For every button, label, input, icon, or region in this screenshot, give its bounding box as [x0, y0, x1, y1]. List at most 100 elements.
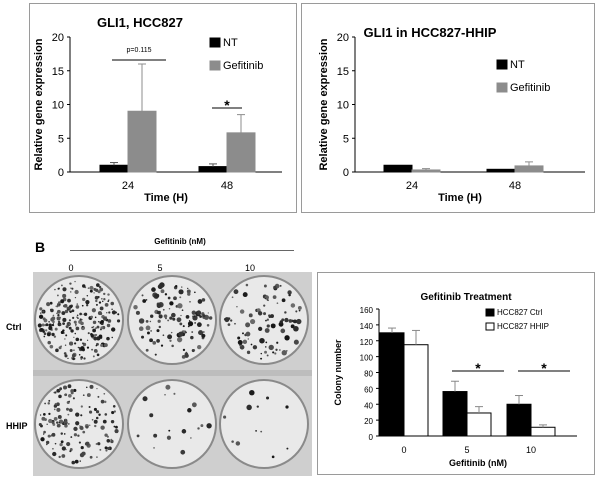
- colony-dot: [105, 316, 107, 318]
- colony-dot: [162, 308, 165, 311]
- y-tick-label: 60: [364, 385, 373, 394]
- y-tick-label: 0: [343, 167, 349, 179]
- colony-dot: [208, 316, 213, 320]
- colony-dot: [185, 331, 187, 334]
- x-tick-label: 0: [401, 445, 406, 455]
- colony-dot: [263, 312, 267, 316]
- colony-dot: [65, 325, 69, 329]
- colony-dot: [48, 399, 51, 402]
- colony-dot: [230, 319, 233, 322]
- y-tick-label: 0: [369, 433, 374, 442]
- colony-dot: [245, 322, 251, 328]
- legend-label: NT: [510, 59, 525, 71]
- colony-dot: [43, 332, 47, 336]
- legend-swatch: [496, 59, 508, 70]
- colony-dot: [89, 285, 94, 291]
- colony-dot: [156, 303, 162, 309]
- bar: [198, 166, 228, 173]
- colony-dot: [93, 292, 95, 294]
- colony-dot: [281, 350, 287, 356]
- colony-dot: [49, 301, 53, 305]
- colony-dot: [38, 422, 42, 427]
- colony-dot: [111, 310, 117, 315]
- colony-dot: [97, 290, 101, 294]
- colony-dot: [67, 384, 72, 389]
- colony-dot: [115, 311, 118, 314]
- colony-dot: [56, 402, 60, 407]
- colony-dot: [169, 339, 172, 342]
- colony-dot: [41, 323, 45, 327]
- colony-dot: [61, 311, 66, 315]
- colony-dot: [237, 336, 241, 340]
- chart-title: GLI1, HCC827: [97, 15, 183, 30]
- colony-dot: [100, 343, 104, 347]
- colony-dot: [190, 437, 192, 439]
- colony-dot: [275, 348, 278, 351]
- colony-dot: [113, 410, 116, 413]
- colony-dot: [190, 335, 194, 340]
- colony-dot: [154, 353, 157, 356]
- y-tick-label: 5: [343, 133, 349, 145]
- colony-dot: [153, 433, 158, 438]
- x-axis-label: Time (H): [144, 192, 188, 204]
- colony-dot: [158, 314, 163, 319]
- colony-dot: [90, 315, 93, 319]
- colony-dot: [86, 386, 88, 389]
- colony-dot: [102, 419, 107, 424]
- colony-dot: [185, 351, 188, 354]
- colony-dot: [74, 459, 79, 464]
- colony-dot: [138, 326, 144, 332]
- colony-dot: [178, 289, 184, 295]
- legend-label: NT: [223, 37, 238, 49]
- colony-dot: [69, 341, 74, 346]
- y-axis-label: Relative gene expression: [318, 38, 330, 170]
- legend-swatch: [485, 308, 495, 317]
- colony-dot: [287, 290, 292, 295]
- colony-dot: [52, 451, 57, 457]
- colony-dot: [45, 443, 48, 446]
- colony-dot: [264, 297, 267, 300]
- colony-dot: [51, 421, 55, 425]
- colony-dot: [270, 314, 274, 319]
- colony-dot: [99, 287, 104, 292]
- colony-dot: [94, 424, 97, 428]
- colony-dot: [41, 416, 46, 421]
- colony-dot: [100, 326, 103, 329]
- colony-dot: [138, 318, 145, 324]
- colony-dot: [104, 303, 109, 307]
- colony-dot: [91, 326, 94, 329]
- colony-dot: [249, 318, 256, 325]
- bar: [530, 426, 556, 437]
- colony-dot: [141, 294, 144, 297]
- colony-dot: [255, 429, 257, 432]
- colony-dot: [231, 296, 234, 299]
- colony-dot: [92, 355, 95, 358]
- colony-dot: [288, 293, 291, 297]
- colony-dot: [89, 455, 93, 459]
- colony-dot: [95, 299, 98, 303]
- colony-dot: [111, 327, 116, 332]
- colony-dot: [48, 321, 50, 323]
- colony-dot: [264, 350, 267, 354]
- colony-dot: [278, 349, 281, 351]
- bar: [379, 332, 405, 437]
- colony-dot: [42, 413, 46, 416]
- colony-dot: [181, 309, 184, 312]
- colony-dot: [153, 447, 155, 449]
- colony-dot: [150, 330, 152, 332]
- colony-dot: [74, 342, 77, 345]
- x-tick-label: 24: [122, 180, 134, 192]
- colony-dot: [235, 441, 241, 446]
- plate-well: [34, 275, 124, 365]
- colony-dot: [266, 318, 269, 321]
- colony-dot: [107, 293, 110, 296]
- colony-dot: [176, 317, 182, 323]
- colony-dot: [80, 321, 84, 326]
- colony-dot: [48, 326, 53, 331]
- colony-dot: [297, 305, 302, 310]
- colony-dot: [54, 442, 57, 445]
- colony-dot: [142, 396, 148, 402]
- colony-dot: [67, 357, 69, 360]
- colony-dot: [55, 305, 57, 308]
- colony-dot: [78, 353, 81, 356]
